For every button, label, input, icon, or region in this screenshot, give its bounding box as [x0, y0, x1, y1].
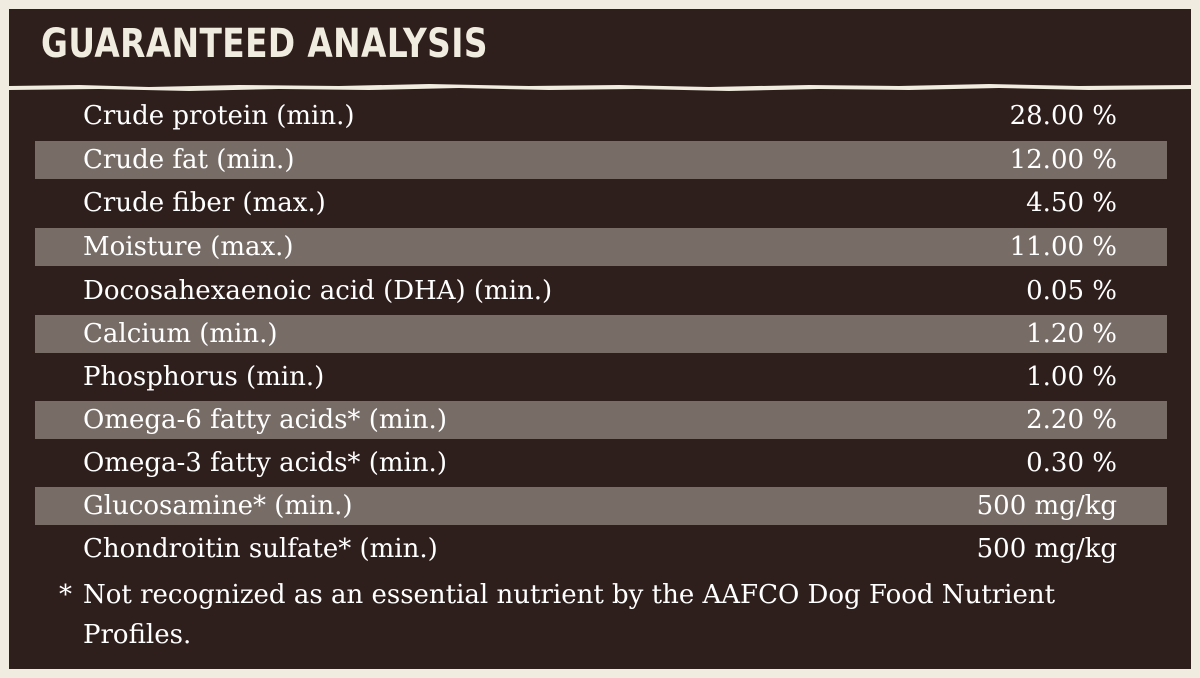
- nutrient-label: Crude fat (min.): [83, 145, 295, 175]
- nutrient-value: 500 mg/kg: [976, 491, 1117, 521]
- nutrient-value: 4.50 %: [1026, 188, 1117, 218]
- footnote-asterisk: *: [59, 580, 72, 610]
- nutrient-label: Omega-6 fatty acids* (min.): [83, 405, 447, 435]
- table-row: Chondroitin sulfate* (min.) 500 mg/kg: [35, 530, 1167, 568]
- table-row: Phosphorus (min.) 1.00 %: [35, 358, 1167, 396]
- nutrient-value: 500 mg/kg: [976, 534, 1117, 564]
- table-row: Calcium (min.) 1.20 %: [35, 315, 1167, 353]
- table-row: Omega-3 fatty acids* (min.) 0.30 %: [35, 444, 1167, 482]
- guaranteed-analysis-panel: GUARANTEED ANALYSIS Crude protein (min.)…: [9, 9, 1191, 669]
- table-row: Crude protein (min.) 28.00 %: [35, 97, 1167, 135]
- nutrient-label: Docosahexaenoic acid (DHA) (min.): [83, 276, 553, 306]
- nutrient-label: Omega-3 fatty acids* (min.): [83, 448, 447, 478]
- title-bar: GUARANTEED ANALYSIS: [9, 9, 1191, 89]
- table-row: Crude fiber (max.) 4.50 %: [35, 184, 1167, 222]
- table-row: Glucosamine* (min.) 500 mg/kg: [35, 487, 1167, 525]
- nutrient-value: 11.00 %: [1009, 232, 1117, 262]
- table-row: Moisture (max.) 11.00 %: [35, 228, 1167, 266]
- nutrient-label: Crude fiber (max.): [83, 188, 326, 218]
- title-divider: [9, 84, 1191, 91]
- nutrient-value: 2.20 %: [1026, 405, 1117, 435]
- table-row: Omega-6 fatty acids* (min.) 2.20 %: [35, 401, 1167, 439]
- nutrient-value: 0.05 %: [1026, 276, 1117, 306]
- nutrient-label: Crude protein (min.): [83, 101, 355, 131]
- nutrient-label: Glucosamine* (min.): [83, 491, 353, 521]
- panel-title: GUARANTEED ANALYSIS: [41, 21, 488, 67]
- nutrient-label: Chondroitin sulfate* (min.): [83, 534, 438, 564]
- table-row: Docosahexaenoic acid (DHA) (min.) 0.05 %: [35, 272, 1167, 310]
- footnote-text: Not recognized as an essential nutrient …: [83, 580, 1056, 650]
- nutrient-value: 28.00 %: [1009, 101, 1117, 131]
- nutrient-label: Moisture (max.): [83, 232, 294, 262]
- nutrient-value: 12.00 %: [1009, 145, 1117, 175]
- nutrient-value: 1.20 %: [1026, 319, 1117, 349]
- nutrient-label: Calcium (min.): [83, 319, 278, 349]
- footnote: * Not recognized as an essential nutrien…: [59, 575, 1079, 655]
- nutrient-label: Phosphorus (min.): [83, 362, 325, 392]
- table-row: Crude fat (min.) 12.00 %: [35, 141, 1167, 179]
- nutrient-value: 0.30 %: [1026, 448, 1117, 478]
- nutrient-value: 1.00 %: [1026, 362, 1117, 392]
